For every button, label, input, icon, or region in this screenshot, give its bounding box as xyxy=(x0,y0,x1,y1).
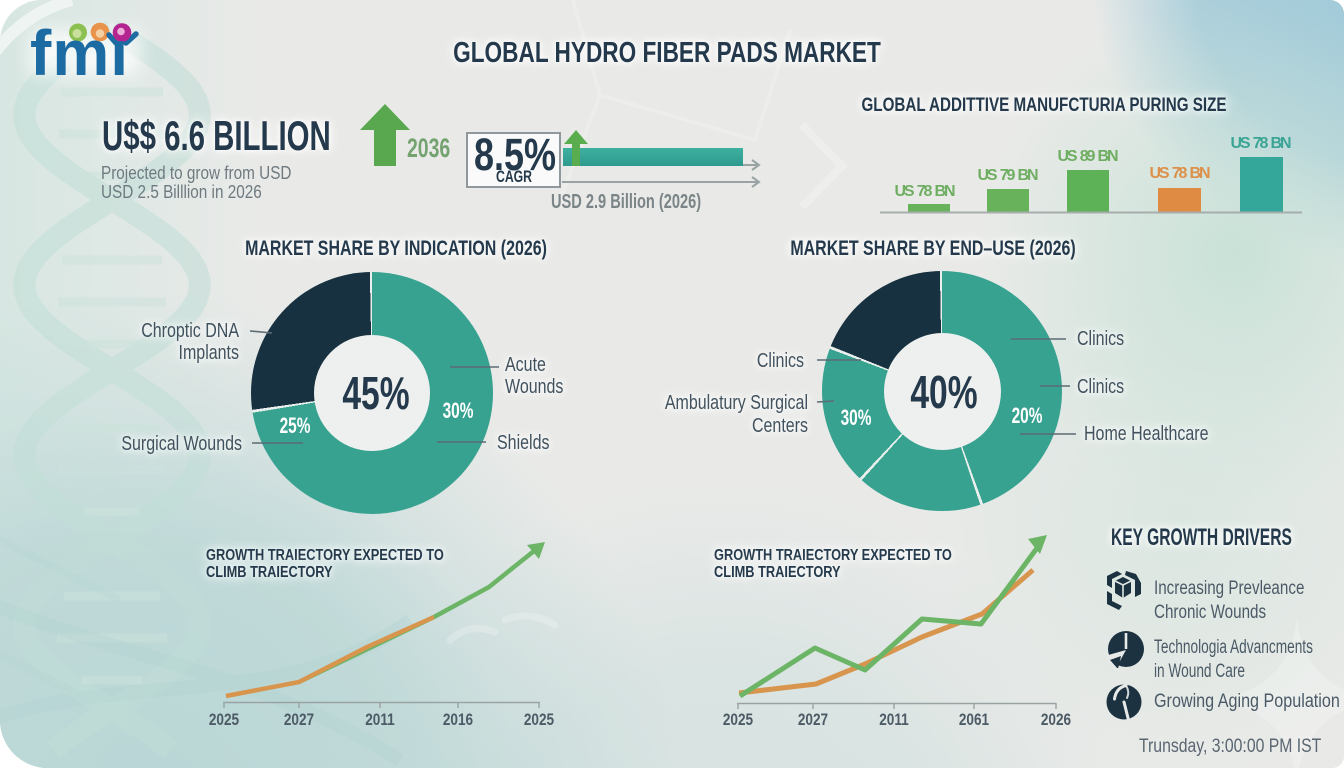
svg-text:fmı: fmı xyxy=(30,18,129,88)
svg-text:US 78 BN: US 78 BN xyxy=(1231,135,1292,152)
svg-text:US 78 BN: US 78 BN xyxy=(1150,165,1211,182)
svg-text:US 89 BN: US 89 BN xyxy=(1058,148,1119,165)
svg-text:US 79 BN: US 79 BN xyxy=(978,167,1039,184)
svg-text:US 78 BN: US 78 BN xyxy=(895,183,956,200)
